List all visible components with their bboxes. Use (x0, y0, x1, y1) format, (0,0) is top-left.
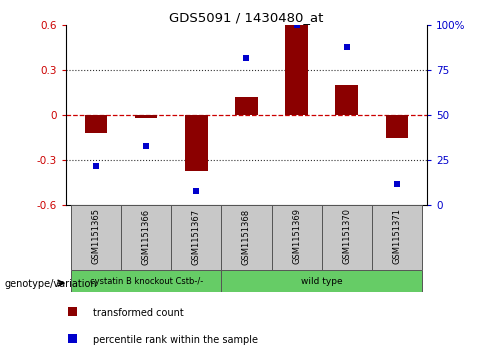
Bar (386, 115, 408, 138)
Bar (271, 205, 322, 270)
Point (343, 44, 351, 50)
Bar (285, 25, 308, 115)
Point (142, 143, 150, 149)
Bar (322, 205, 372, 270)
Bar (372, 205, 422, 270)
Point (192, 188, 200, 193)
Text: GSM1151367: GSM1151367 (192, 208, 201, 265)
Bar (71, 205, 121, 270)
Text: GSM1151365: GSM1151365 (91, 208, 101, 265)
Bar (171, 205, 222, 270)
Bar (68, 334, 77, 343)
Bar (235, 97, 258, 115)
Title: GDS5091 / 1430480_at: GDS5091 / 1430480_at (169, 11, 324, 24)
Text: genotype/variation: genotype/variation (5, 279, 98, 289)
Text: GSM1151371: GSM1151371 (392, 208, 402, 265)
Text: cystatin B knockout Cstb-/-: cystatin B knockout Cstb-/- (89, 277, 203, 286)
Bar (135, 115, 158, 118)
Text: GSM1151368: GSM1151368 (242, 208, 251, 265)
Bar (185, 115, 207, 171)
Text: wild type: wild type (301, 277, 343, 286)
Bar (121, 205, 171, 270)
Point (92, 163, 100, 168)
Text: GSM1151369: GSM1151369 (292, 208, 301, 265)
Text: transformed count: transformed count (93, 307, 183, 318)
Bar (222, 270, 422, 292)
Bar (222, 205, 271, 270)
Point (293, 23, 301, 28)
Bar (68, 307, 77, 316)
Text: GSM1151366: GSM1151366 (142, 208, 151, 265)
Bar (335, 85, 358, 115)
Point (393, 181, 401, 187)
Point (243, 55, 250, 61)
Text: percentile rank within the sample: percentile rank within the sample (93, 335, 258, 345)
Bar (71, 270, 222, 292)
Text: GSM1151370: GSM1151370 (342, 208, 351, 265)
Bar (85, 115, 107, 133)
